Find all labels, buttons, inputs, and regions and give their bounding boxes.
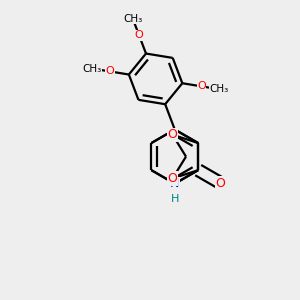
Text: O: O	[167, 128, 177, 141]
Text: O: O	[135, 30, 143, 40]
Text: CH₃: CH₃	[123, 14, 142, 24]
Text: O: O	[216, 176, 225, 190]
Text: H: H	[171, 194, 179, 204]
Text: O: O	[197, 81, 206, 92]
Text: O: O	[167, 172, 177, 185]
Text: O: O	[105, 66, 114, 76]
Text: N: N	[170, 177, 179, 190]
Text: CH₃: CH₃	[209, 84, 229, 94]
Text: CH₃: CH₃	[82, 64, 102, 74]
